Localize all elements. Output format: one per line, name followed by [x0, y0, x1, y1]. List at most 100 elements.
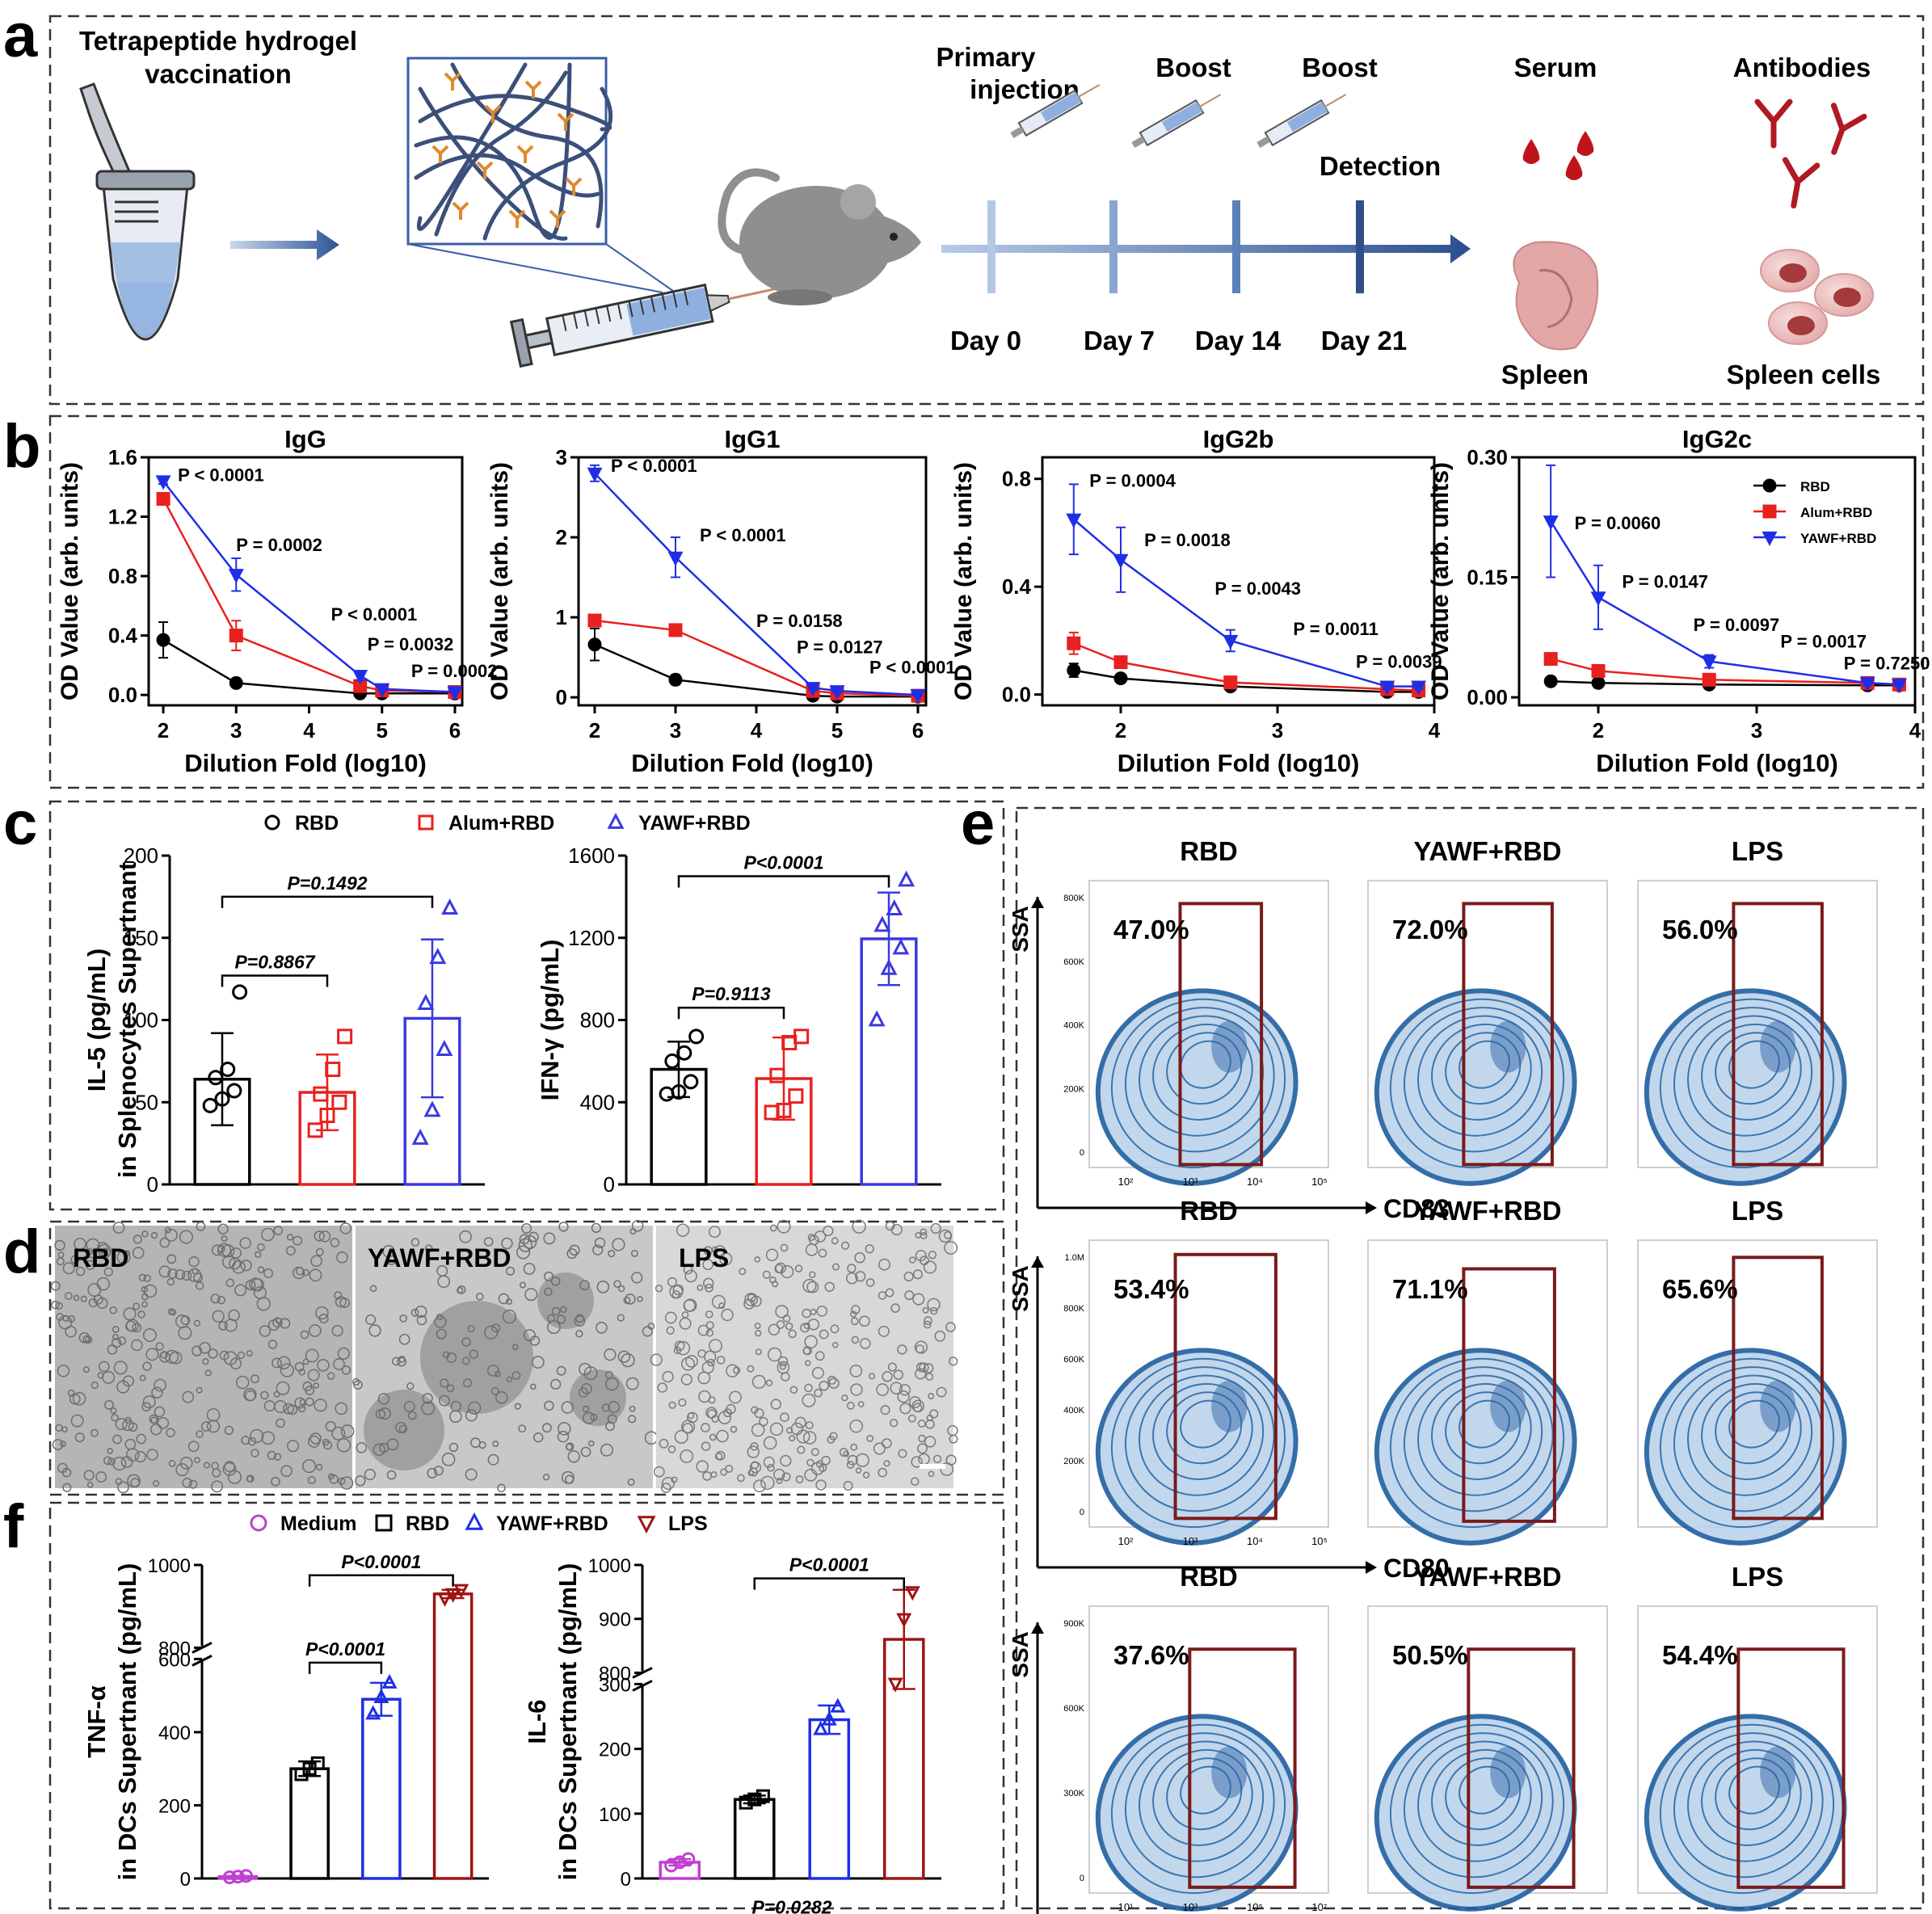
density-contour	[1110, 1357, 1286, 1529]
gate-rectangle	[1467, 1647, 1576, 1889]
cell	[544, 1400, 554, 1411]
cell	[506, 1266, 516, 1276]
chart-title: IgG2b	[1203, 425, 1274, 453]
cell	[680, 1373, 692, 1386]
data-point	[668, 672, 683, 687]
panel-f-legend: Medium RBD YAWF+RBD LPS	[250, 1512, 708, 1535]
antigen-icon	[557, 112, 575, 131]
data-point	[896, 1613, 912, 1628]
cell	[669, 1285, 684, 1299]
antigen-icon	[508, 209, 526, 228]
cell	[421, 1401, 436, 1416]
cell	[803, 1322, 810, 1329]
cell	[781, 1372, 790, 1382]
chart-b-igg1: IgG1 Dilution Fold (log10) OD Value (arb. …	[486, 425, 956, 777]
cell	[617, 1350, 630, 1363]
legend-label: Medium	[280, 1512, 356, 1535]
cell	[310, 1255, 322, 1268]
cell	[907, 1414, 916, 1423]
cell	[804, 1383, 813, 1393]
cell	[117, 1481, 129, 1494]
timeline-label: Primary	[937, 42, 1037, 72]
density-contour	[1403, 1366, 1554, 1512]
panel-letter-b: b	[3, 412, 40, 481]
cell	[911, 1456, 923, 1468]
cell	[339, 1222, 351, 1235]
cell	[869, 1373, 876, 1380]
cell	[600, 1443, 613, 1457]
x-tick-label: 4	[1429, 718, 1441, 742]
syringe-needle	[728, 286, 781, 301]
cell	[617, 1314, 625, 1322]
bar-RBD	[193, 984, 251, 1186]
x-tick-label: 10⁵	[1311, 1176, 1328, 1188]
bar-RBD	[289, 1756, 330, 1880]
y-tick-label: 600K	[1063, 1355, 1084, 1365]
cell	[849, 1365, 863, 1378]
gate-rectangle	[1732, 1256, 1824, 1521]
cell	[831, 1263, 840, 1271]
cell	[218, 1321, 228, 1331]
cell	[613, 1280, 621, 1288]
cell	[776, 1320, 785, 1329]
cell	[110, 1407, 117, 1414]
gate-rectangle	[1462, 1267, 1556, 1523]
cell	[142, 1361, 152, 1371]
cell	[241, 1436, 250, 1445]
y-axis-label: IFN-γ (pg/mL)	[536, 940, 564, 1101]
panel-b-frame	[48, 414, 1925, 789]
cell	[708, 1396, 716, 1404]
cell	[579, 1280, 590, 1291]
cell	[912, 1403, 923, 1412]
panel-letter-a: a	[3, 2, 38, 70]
cell	[716, 1429, 729, 1443]
cell	[297, 1404, 306, 1413]
y-tick-label: 0.8	[108, 564, 137, 588]
cell	[78, 1331, 90, 1344]
cell	[743, 1298, 755, 1310]
cell	[785, 1322, 793, 1331]
cell	[309, 1324, 322, 1337]
cell	[111, 1337, 122, 1348]
y-tick-label: 0	[1080, 1874, 1084, 1883]
cell	[115, 1417, 128, 1431]
cell-cluster	[537, 1272, 594, 1329]
blood-drop-icon	[1522, 139, 1540, 164]
cell	[334, 1291, 343, 1300]
data-point	[788, 1088, 804, 1104]
y-tick-label: 1600	[568, 843, 615, 868]
cell	[159, 1237, 170, 1248]
cell	[575, 1330, 583, 1338]
data-point	[1113, 553, 1129, 569]
cell	[710, 1471, 718, 1479]
cell	[934, 1330, 946, 1342]
cell	[524, 1288, 538, 1302]
cell	[141, 1285, 148, 1294]
y-axis-label: OD Value (arb. units)	[1427, 462, 1454, 700]
cell	[596, 1321, 608, 1334]
cell	[457, 1285, 466, 1294]
cell	[949, 1357, 958, 1366]
cell	[747, 1365, 755, 1373]
cell	[566, 1248, 578, 1260]
data-point	[441, 898, 459, 915]
cell	[58, 1315, 73, 1330]
data-point	[411, 1128, 429, 1145]
cell	[674, 1429, 688, 1444]
legend-marker	[264, 814, 280, 831]
density-contour	[1124, 1732, 1275, 1878]
flow-plot: RBD 47.0% 800K 600K 400K 200K 0 10² 10³ 10⁴ 10⁵	[1063, 836, 1329, 1188]
cell	[180, 1315, 191, 1325]
cell	[470, 1437, 481, 1449]
cell	[442, 1351, 450, 1359]
spleen-label: Spleen	[1501, 360, 1589, 389]
y-axis-label: IL-5 (pg/mL)	[82, 949, 111, 1092]
cell	[141, 1301, 148, 1308]
cell	[164, 1226, 171, 1234]
cell	[314, 1230, 325, 1242]
cell	[729, 1390, 742, 1404]
cell	[117, 1336, 127, 1345]
cell	[341, 1365, 351, 1375]
cell	[378, 1407, 391, 1420]
cell	[815, 1479, 827, 1491]
